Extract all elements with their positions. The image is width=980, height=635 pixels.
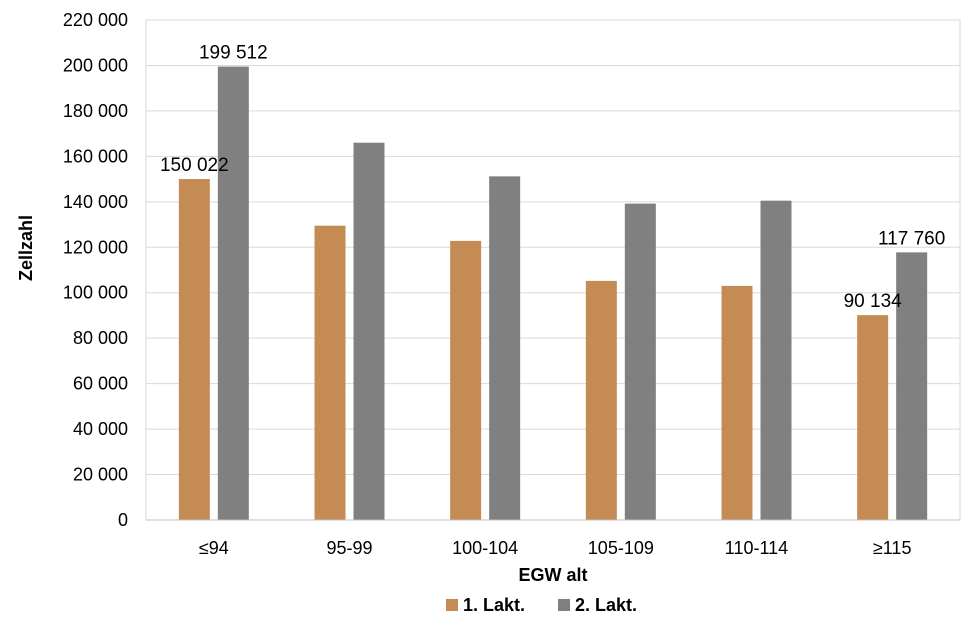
x-tick-label: ≥115 <box>873 538 912 558</box>
x-tick-label: 110-114 <box>725 538 788 558</box>
y-tick-label: 100 000 <box>63 283 128 303</box>
y-tick-label: 140 000 <box>63 192 128 212</box>
y-tick-label: 220 000 <box>63 10 128 30</box>
legend-swatch <box>446 599 458 611</box>
bar <box>721 285 753 520</box>
x-tick-label: 95-99 <box>326 538 372 558</box>
bar <box>760 200 792 520</box>
x-tick-label: 100-104 <box>452 538 518 558</box>
y-tick-label: 180 000 <box>63 101 128 121</box>
y-tick-label: 0 <box>118 510 128 530</box>
bars <box>178 66 928 521</box>
gridlines <box>145 19 961 521</box>
bar <box>450 240 482 520</box>
x-axis-title: EGW alt <box>518 565 587 585</box>
bar <box>857 315 889 520</box>
data-label: 90 134 <box>844 291 903 312</box>
legend: 1. Lakt. 2. Lakt. <box>446 595 637 615</box>
bar <box>314 225 346 520</box>
bar <box>217 66 249 521</box>
data-labels: 150 022 199 512 90 134 117 760 <box>160 43 945 313</box>
y-axis-ticks: 0 20 000 40 000 60 000 80 000 100 000 120 000 1… <box>63 10 128 530</box>
y-tick-label: 160 000 <box>63 146 128 166</box>
data-label: 150 022 <box>160 155 229 176</box>
y-tick-label: 200 000 <box>63 55 128 75</box>
y-tick-label: 40 000 <box>73 419 128 439</box>
plot-area-border <box>145 19 961 521</box>
data-label: 117 760 <box>878 228 945 249</box>
y-tick-label: 20 000 <box>73 465 128 485</box>
legend-label: 2. Lakt. <box>575 595 637 615</box>
y-tick-label: 60 000 <box>73 374 128 394</box>
y-axis-title: Zellzahl <box>16 215 36 281</box>
bar <box>624 203 656 521</box>
bar <box>353 142 385 520</box>
y-tick-label: 120 000 <box>63 237 128 257</box>
bar <box>896 252 928 520</box>
x-axis-ticks: ≤94 95-99 100-104 105-109 110-114 ≥115 <box>199 538 912 558</box>
x-tick-label: ≤94 <box>199 538 229 558</box>
legend-swatch <box>558 599 570 611</box>
y-tick-label: 80 000 <box>73 328 128 348</box>
bar <box>585 280 617 520</box>
bar <box>489 176 521 520</box>
bar <box>178 179 210 521</box>
legend-label: 1. Lakt. <box>463 595 525 615</box>
data-label: 199 512 <box>199 43 268 64</box>
x-tick-label: 105-109 <box>588 538 654 558</box>
